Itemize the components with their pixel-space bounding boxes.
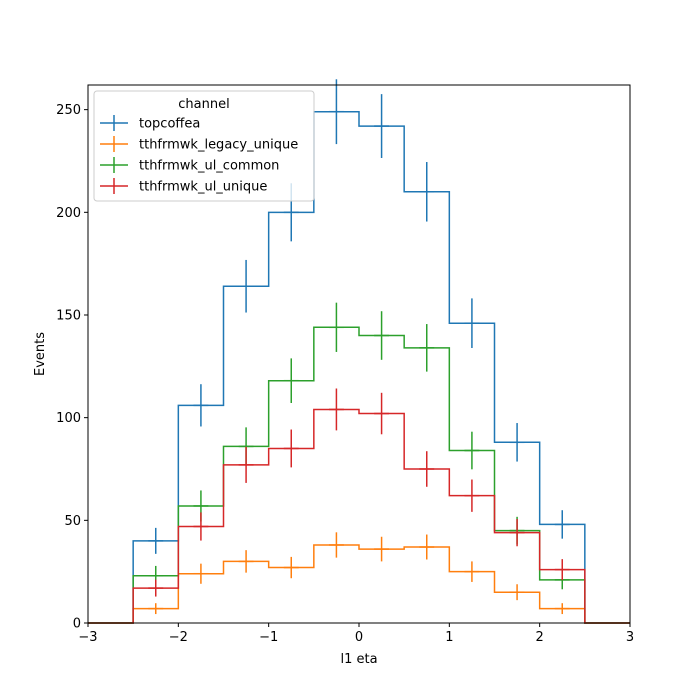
y-axis: 0 50 100 150 200 250 [56,103,88,632]
error-bar [283,358,299,404]
x-tick-label: 0 [355,630,363,645]
legend-label: tthfrmwk_ul_common [139,159,279,174]
y-axis-label: Events [33,332,48,376]
series-tthfrmwk_ul_unique [88,388,630,624]
legend-entry: topcoffea [100,115,200,132]
error-bar [419,451,435,487]
error-bar [193,512,209,541]
error-bar [374,392,390,435]
error-bar [464,298,480,349]
error-bar [328,388,344,431]
error-bar [238,446,254,483]
error-bar [148,527,164,554]
series-topcoffea [88,79,630,624]
x-axis: −3 −2 −1 0 1 2 3 [78,623,634,645]
plot-content [88,79,630,624]
x-tick-label: 1 [445,630,453,645]
error-bar [554,603,570,615]
error-bar [328,79,344,145]
error-bar [374,311,390,360]
error-bar [509,584,525,601]
error-bar [419,324,435,372]
legend-entry: tthfrmwk_ul_common [100,157,279,174]
error-bar [374,94,390,159]
y-tick-label: 250 [56,103,81,118]
error-bar [509,519,525,547]
y-tick-label: 0 [73,617,81,632]
y-tick-label: 100 [56,411,81,426]
y-tick-label: 200 [56,206,81,221]
legend: channel topcoffeatthfrmwk_legacy_uniquet… [93,90,315,202]
error-bar [419,534,435,560]
error-bar [554,510,570,539]
legend-entries: topcoffea tthfrmwk_legacy_unique tthfrmwk_… [100,115,298,195]
error-bar [193,384,209,427]
error-bar [283,556,299,579]
error-bar [148,579,164,597]
error-bar [283,429,299,468]
error-bar [238,550,254,573]
error-bar [374,536,390,562]
x-axis-label: l1 eta [340,652,377,667]
x-tick-label: −3 [78,630,97,645]
error-bar [328,302,344,352]
error-bar [328,532,344,558]
step-line [88,110,630,624]
x-tick-label: −2 [169,630,188,645]
legend-entry: tthfrmwk_ul_unique [100,178,267,195]
series-tthfrmwk_legacy_unique [88,532,630,624]
legend-entry: tthfrmwk_legacy_unique [100,136,298,153]
step-line [88,408,630,624]
y-tick-label: 150 [56,308,81,323]
legend-label: tthfrmwk_ul_unique [139,180,267,195]
y-tick-label: 50 [64,514,81,529]
step-line [88,326,630,624]
x-tick-label: 2 [536,630,544,645]
series-tthfrmwk_ul_common [88,302,630,624]
error-bar [419,162,435,222]
error-bar [554,559,570,581]
legend-label: topcoffea [139,117,200,132]
legend-label: tthfrmwk_legacy_unique [139,138,298,153]
error-bar [193,563,209,584]
step-line [88,544,630,624]
x-tick-label: 3 [626,630,634,645]
x-tick-label: −1 [259,630,278,645]
legend-box [93,90,315,202]
error-bar [464,479,480,512]
error-bar [464,431,480,470]
legend-title: channel [178,97,229,112]
error-bar [148,603,164,615]
error-bar [509,423,525,462]
error-bar [238,259,254,313]
error-bar [464,561,480,582]
